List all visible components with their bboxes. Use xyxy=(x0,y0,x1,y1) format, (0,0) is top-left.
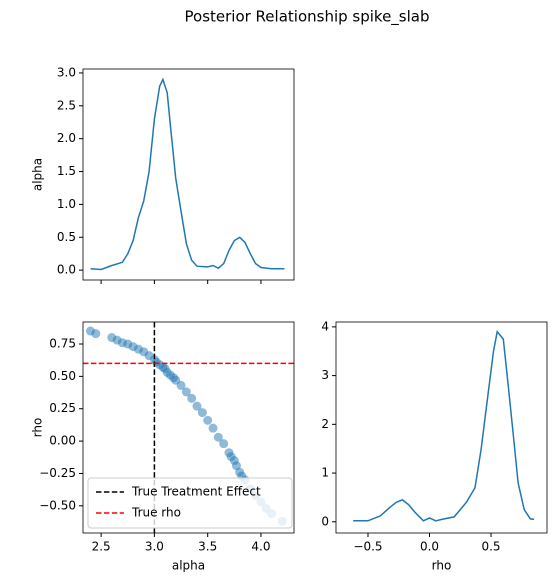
y-tick-label: 0.5 xyxy=(57,230,76,244)
y-tick-label: −0.25 xyxy=(39,466,76,480)
kde-line xyxy=(353,329,535,522)
point xyxy=(187,393,197,403)
axes-frame xyxy=(335,321,548,534)
axes-frame xyxy=(82,321,295,534)
panel: −0.50 −0.25 0.00 0.25 0.50 0.75 2.5 3.0 3.5 4.0 al… xyxy=(31,321,295,573)
point xyxy=(181,387,191,397)
x-tick-label: 3.0 xyxy=(145,540,164,554)
y-tick-label: 1.5 xyxy=(57,164,76,178)
axes-frame xyxy=(82,68,295,281)
x-axis-label: rho xyxy=(432,559,452,573)
y-axis-label: rho xyxy=(31,418,45,438)
x-tick-label: 3.5 xyxy=(198,540,217,554)
y-tick-label: 3 xyxy=(321,368,329,382)
y-tick-label: 2.5 xyxy=(57,98,76,112)
x-tick-label: 0.5 xyxy=(481,540,500,554)
y-tick-label: 1 xyxy=(321,466,329,480)
y-tick-label: 2 xyxy=(321,417,329,431)
panel: 0.0 0.5 1.0 1.5 2.0 2.5 3.0 alpha xyxy=(31,65,295,284)
legend-label: True rho xyxy=(131,506,181,520)
y-tick-label: 0.0 xyxy=(57,263,76,277)
point xyxy=(176,380,186,390)
y-tick-label: 0.25 xyxy=(49,401,76,415)
y-tick-label: 3.0 xyxy=(57,65,76,79)
x-tick-label: 0.0 xyxy=(420,540,439,554)
kde-line xyxy=(90,77,285,271)
y-tick-label: 2.0 xyxy=(57,131,76,145)
point xyxy=(219,439,229,449)
point xyxy=(197,408,207,418)
y-tick-label: 0.00 xyxy=(49,434,76,448)
y-tick-label: 0.75 xyxy=(49,337,76,351)
y-tick-label: 4 xyxy=(321,319,329,333)
point xyxy=(91,329,101,339)
y-tick-label: 1.0 xyxy=(57,197,76,211)
panel: 0 1 2 3 4 −0.5 0.0 0.5 rho xyxy=(321,319,548,573)
y-tick-label: 0.50 xyxy=(49,369,76,383)
legend-label: True Treatment Effect xyxy=(131,485,261,499)
point xyxy=(213,432,223,442)
x-tick-label: −0.5 xyxy=(353,540,382,554)
point xyxy=(208,423,218,433)
y-tick-label: 0 xyxy=(321,514,329,528)
point xyxy=(192,401,202,411)
legend: True Treatment Effect True rho xyxy=(87,477,293,529)
x-tick-label: 2.5 xyxy=(92,540,111,554)
y-tick-label: −0.50 xyxy=(39,498,76,512)
x-tick-label: 4.0 xyxy=(251,540,270,554)
y-axis-label: alpha xyxy=(31,158,45,191)
point xyxy=(203,415,213,425)
figure-title: Posterior Relationship spike_slab xyxy=(185,8,430,27)
legend-box xyxy=(87,477,293,529)
x-axis-label: alpha xyxy=(172,559,205,573)
